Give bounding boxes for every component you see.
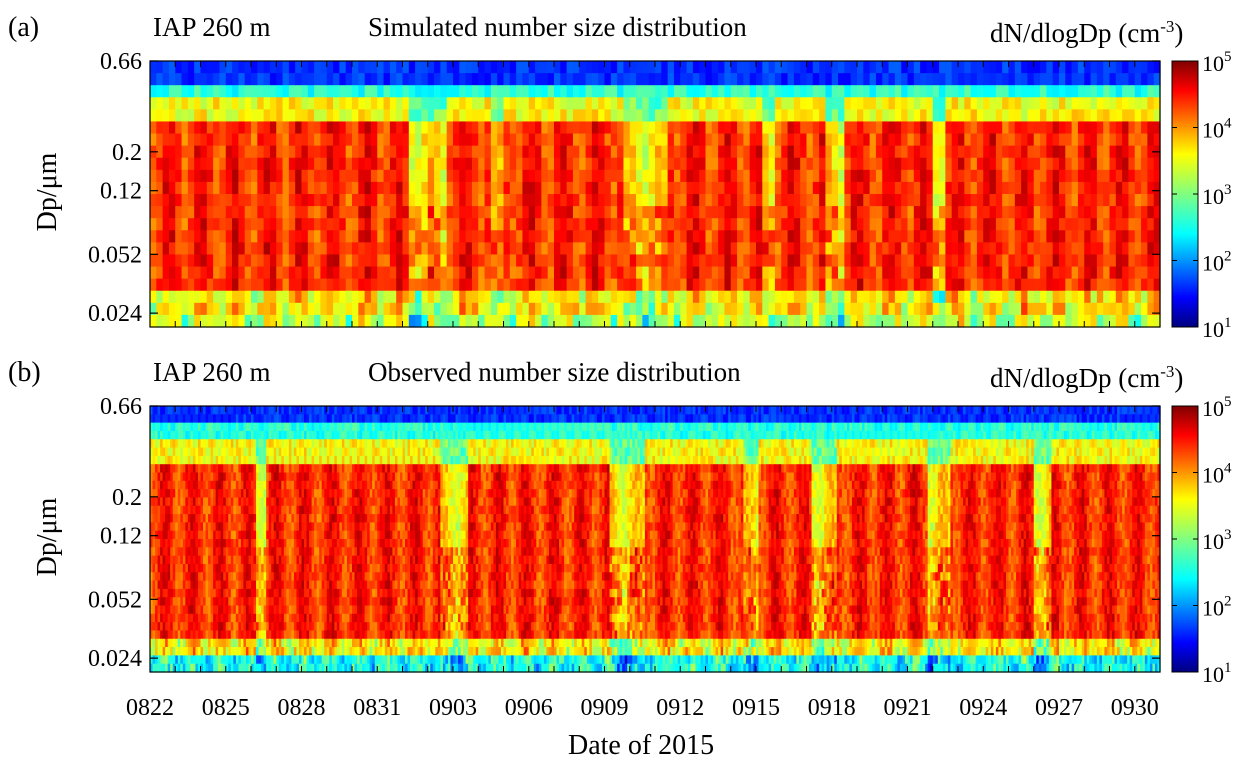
panel-b-ytick-label: 0.024: [88, 646, 142, 672]
x-tick-label: 0822: [126, 695, 174, 721]
panel-b-station: IAP 260 m: [153, 357, 271, 387]
x-tick-label: 0909: [581, 695, 629, 721]
panel-a-colorbar-label: dN/dlogDp (cm-3): [990, 17, 1184, 48]
colorbar-tick-label: 104: [1202, 461, 1232, 488]
panel-a-ytick-label: 0.2: [112, 140, 142, 166]
panel-a-ytick-label: 0.024: [88, 301, 142, 327]
colorbar-tick-label: 105: [1202, 49, 1232, 76]
x-tick-label: 0930: [1111, 695, 1159, 721]
panel-b-label: (b): [8, 357, 41, 388]
panel-b-ytick-label: 0.12: [100, 524, 142, 550]
panel-b-ytick-label: 0.66: [100, 394, 142, 420]
x-tick-label: 0912: [656, 695, 704, 721]
panel-a-station: IAP 260 m: [153, 12, 271, 42]
x-tick-label: 0906: [505, 695, 553, 721]
colorbar-tick-label: 101: [1202, 315, 1232, 342]
colorbar-tick-label: 103: [1202, 527, 1232, 554]
x-tick-label: 0918: [808, 695, 856, 721]
panel-a-ytick-label: 0.12: [100, 179, 142, 205]
x-tick-label: 0903: [429, 695, 477, 721]
x-tick-label: 0828: [278, 695, 326, 721]
x-tick-label: 0924: [959, 695, 1007, 721]
colorbar-tick-label: 102: [1202, 249, 1232, 276]
colorbar-tick-label: 103: [1202, 182, 1232, 209]
panel-a-heatmap: [149, 60, 1161, 328]
panel-b-ytick-label: 0.052: [88, 587, 142, 613]
colorbar-tick-label: 104: [1202, 116, 1232, 143]
panel-a-title: Simulated number size distribution: [368, 12, 747, 42]
panel-b-heatmap: [149, 405, 1161, 673]
panel-b-ytick-label: 0.2: [112, 485, 142, 511]
colorbar-tick-label: 105: [1202, 394, 1232, 421]
x-tick-label: 0831: [353, 695, 401, 721]
panel-b-title: Observed number size distribution: [368, 357, 741, 387]
panel-a-label: (a): [8, 12, 40, 43]
panel-a-ytick-label: 0.66: [100, 49, 142, 75]
panel-b-colorbar-label: dN/dlogDp (cm-3): [990, 362, 1184, 393]
panel-a-ytick-label: 0.052: [88, 242, 142, 268]
colorbar-tick-label: 101: [1202, 660, 1232, 687]
x-tick-label: 0825: [202, 695, 250, 721]
x-tick-label: 0927: [1035, 695, 1083, 721]
x-axis-label: Date of 2015: [568, 730, 715, 761]
x-tick-label: 0915: [732, 695, 780, 721]
x-tick-label: 0921: [884, 695, 932, 721]
colorbar-tick-label: 102: [1202, 594, 1232, 621]
